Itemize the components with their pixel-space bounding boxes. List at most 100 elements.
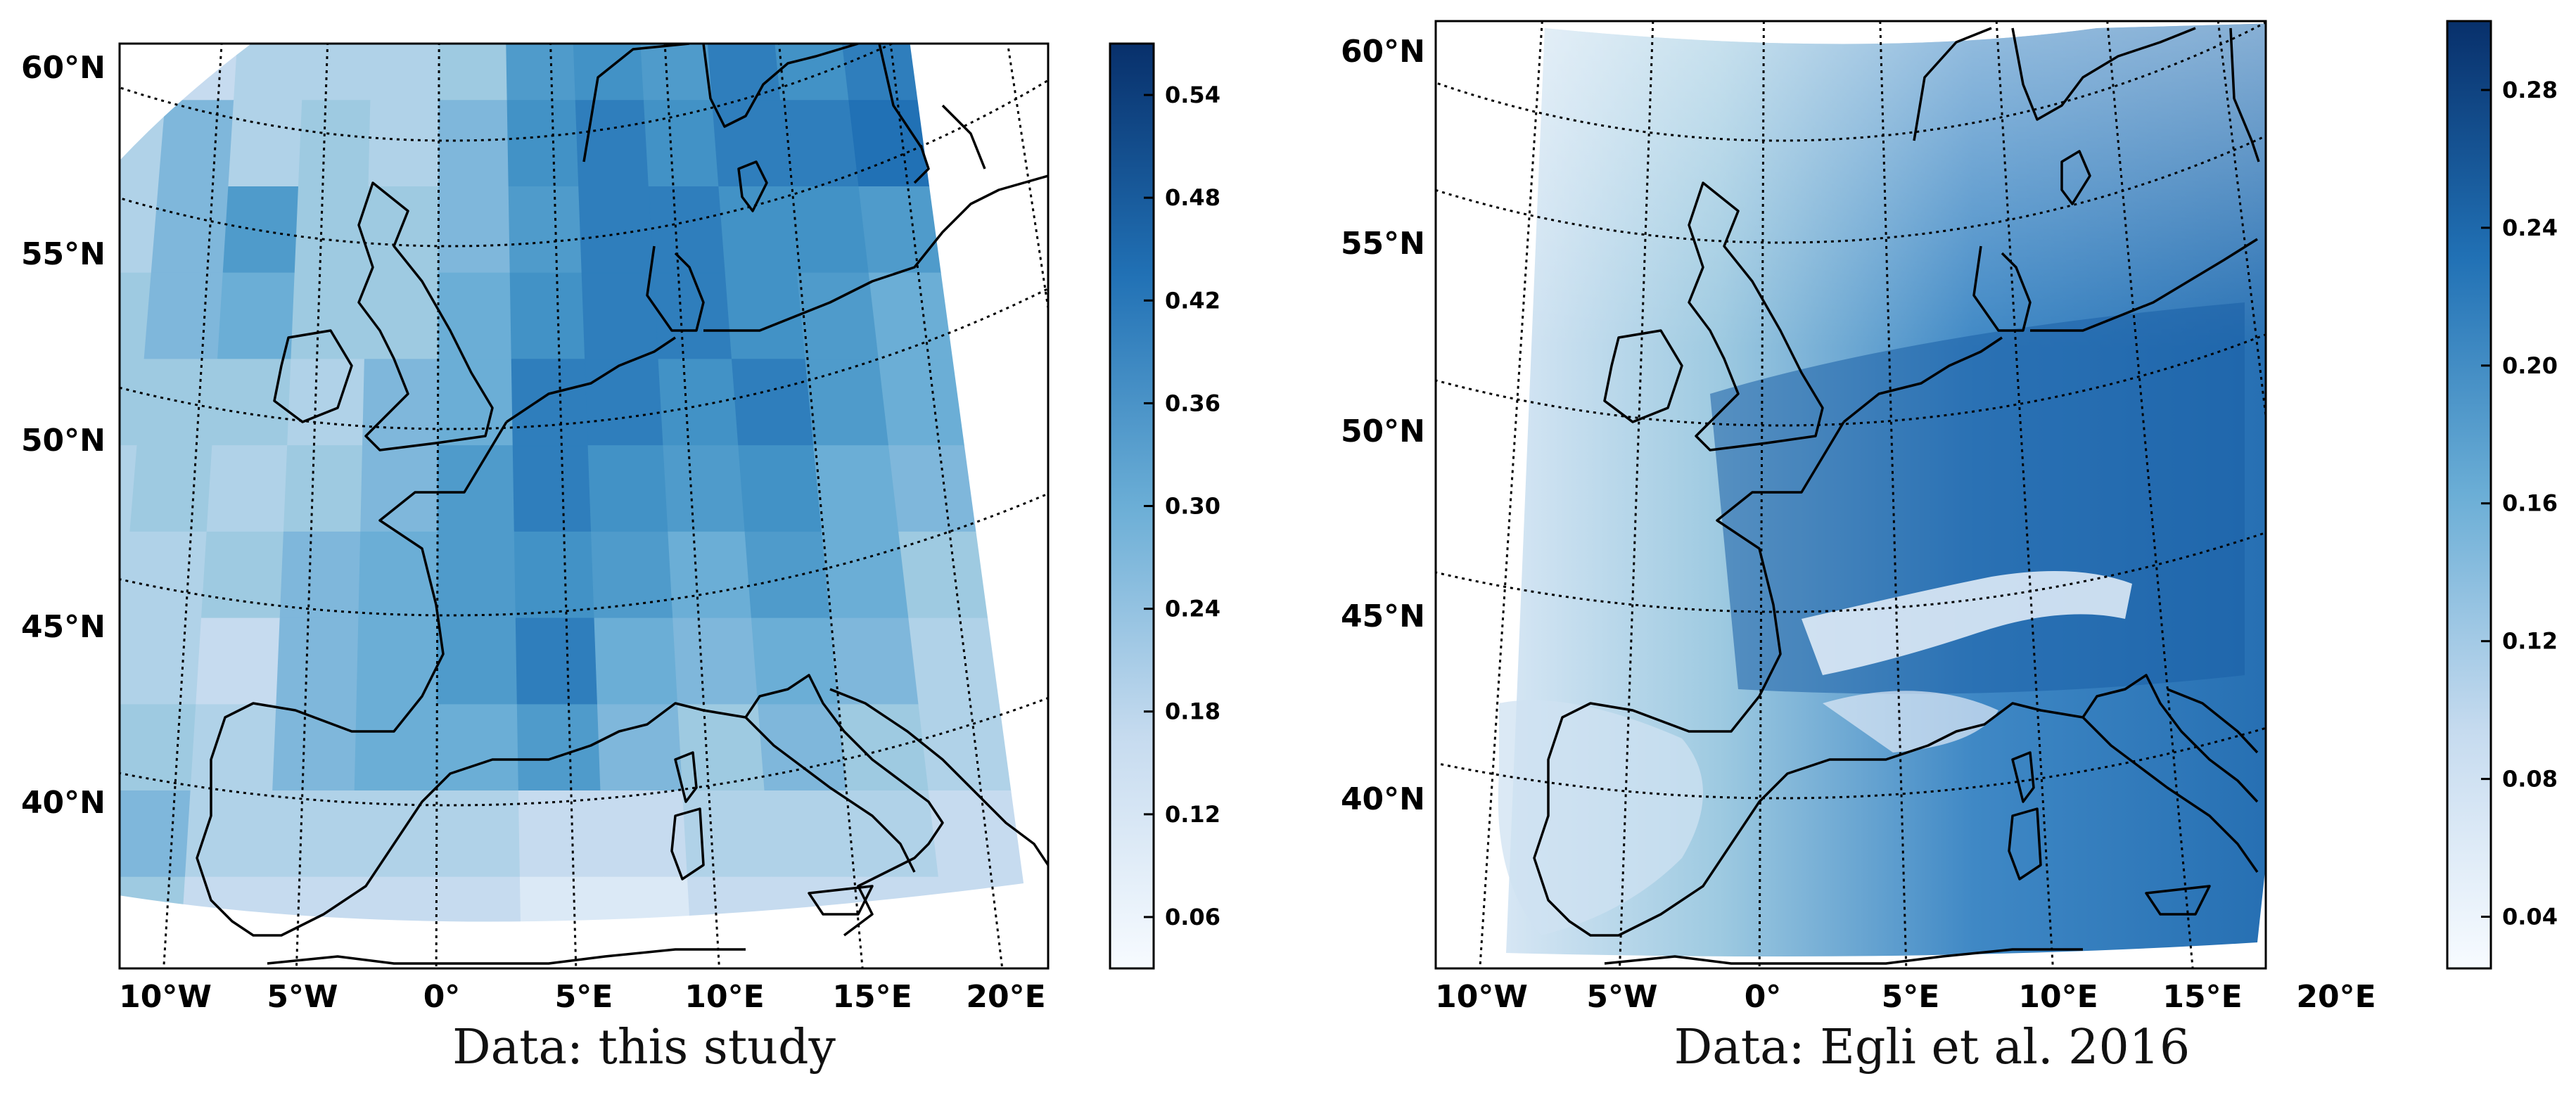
- grid-cell: [512, 445, 592, 532]
- grid-cell: [0, 273, 8, 359]
- grid-cell: [578, 186, 654, 274]
- grid-cell: [120, 272, 152, 360]
- grid-cell: [838, 704, 929, 792]
- grid-cell: [858, 186, 941, 274]
- grid-cell: [291, 272, 367, 360]
- longitude-label: 0°: [1745, 979, 1782, 1015]
- grid-cell: [366, 186, 440, 274]
- grid-cell: [846, 790, 939, 878]
- grid-cell: [129, 445, 213, 532]
- colorbar-tick-label: 0.12: [2502, 628, 2558, 655]
- grid-cell: [573, 44, 644, 101]
- grid-cell: [829, 617, 919, 705]
- grid-cell: [751, 617, 839, 705]
- latitude-label: 45°N: [1341, 598, 1425, 634]
- colorbar-ticks: 0.28 0.24 0.20 0.16 0.12 0.08 0.04: [2481, 77, 2558, 930]
- grid-cell: [298, 100, 371, 187]
- grid-cell: [120, 790, 191, 878]
- grid-cell: [515, 617, 599, 705]
- grid-cell: [436, 704, 519, 792]
- colorbar-tick-label: 0.36: [1165, 390, 1220, 416]
- grid-cell: [677, 704, 765, 792]
- grid-cell: [438, 100, 509, 187]
- map-area-left: [0, 44, 1048, 968]
- latitude-label: 55°N: [1341, 226, 1425, 262]
- grid-cell: [0, 532, 53, 618]
- grid-cell: [0, 101, 29, 187]
- grid-cell: [908, 617, 1000, 705]
- colorbar-tick-label: 0.24: [2502, 214, 2558, 241]
- latitude-label: 45°N: [21, 609, 106, 645]
- grid-cell: [368, 100, 440, 187]
- map-figure-right: 60°N 55°N 50°N 45°N 40°N 10°W 5°W 0° 5°E 10°E 15°…: [1341, 20, 2558, 1015]
- grid-cell: [643, 100, 720, 187]
- latitude-label: 50°N: [21, 423, 106, 459]
- colorbar-tick-label: 0.24: [1165, 596, 1220, 622]
- grid-cell: [436, 617, 518, 705]
- grid-cell: [509, 272, 586, 360]
- grid-cell: [158, 100, 235, 187]
- grid-cell: [878, 359, 964, 447]
- grid-cell: [594, 617, 679, 705]
- grid-cell: [364, 272, 439, 360]
- grid-cell: [0, 273, 79, 359]
- grid-cell: [438, 186, 511, 274]
- colorbar-tick-label: 0.28: [2502, 77, 2558, 103]
- grid-cell: [0, 705, 35, 791]
- grid-cell: [848, 100, 930, 187]
- grid-cell: [294, 186, 369, 274]
- grid-cell: [302, 44, 373, 101]
- longitude-labels: 10°W 5°W 0° 5°E 10°E 15°E 20°E: [119, 979, 1046, 1015]
- grid-cell: [707, 44, 782, 101]
- coastlines: [196, 44, 1048, 965]
- grid-cell: [438, 272, 512, 360]
- colorbar-tick-label: 0.12: [1165, 801, 1220, 828]
- grid-cell: [217, 272, 295, 360]
- grid-cell: [591, 531, 674, 619]
- grid-cell: [120, 617, 202, 705]
- graticule: [120, 44, 1048, 968]
- grid-cell: [190, 704, 277, 792]
- grid-cell: [712, 100, 790, 187]
- longitude-label: 10°W: [119, 979, 212, 1015]
- grid-cell: [648, 186, 726, 274]
- colorbar-tick-label: 0.48: [1165, 184, 1220, 211]
- grid-cell: [597, 704, 684, 792]
- grid-cell: [437, 359, 514, 447]
- grid-cell: [9, 877, 102, 963]
- grid-cell: [151, 186, 229, 274]
- grid-cell: [196, 617, 281, 705]
- grid-cell: [206, 445, 288, 532]
- grid-cell: [516, 704, 601, 792]
- latitude-label: 60°N: [21, 50, 106, 86]
- graticule: [1436, 21, 2266, 968]
- panel-caption: Data: Egli et al. 2016: [1673, 1020, 2191, 1075]
- grid-cell: [780, 100, 860, 187]
- grid-cell: [668, 531, 752, 619]
- grid-cell: [672, 617, 759, 705]
- coastlines: [1533, 27, 2260, 965]
- longitude-labels: 10°W 5°W 0° 5°E 10°E 15°E 20°E: [1435, 979, 2376, 1015]
- grid-cell: [796, 272, 879, 360]
- grid-cell: [437, 445, 515, 532]
- grid-cell: [370, 44, 440, 101]
- grid-cell: [354, 704, 438, 792]
- grid-cell: [144, 272, 224, 360]
- latitude-label: 40°N: [21, 785, 106, 821]
- gridded-data-cells: [0, 44, 1048, 968]
- longitude-label: 5°E: [555, 979, 613, 1015]
- longitude-label: 5°W: [1586, 979, 1657, 1015]
- colorbar: [2446, 20, 2492, 970]
- grid-cell: [437, 531, 516, 619]
- longitude-label: 0°: [423, 979, 461, 1015]
- grid-cell: [120, 445, 138, 532]
- grid-cell: [514, 531, 595, 619]
- grid-cell: [788, 186, 869, 274]
- grid-cell: [663, 445, 746, 532]
- grid-cell: [928, 790, 1023, 878]
- grid-cell: [360, 445, 438, 532]
- latitude-label: 55°N: [21, 236, 106, 272]
- grid-cell: [0, 446, 62, 532]
- grid-cell: [868, 272, 953, 360]
- colorbar-tick-label: 0.08: [2502, 766, 2558, 793]
